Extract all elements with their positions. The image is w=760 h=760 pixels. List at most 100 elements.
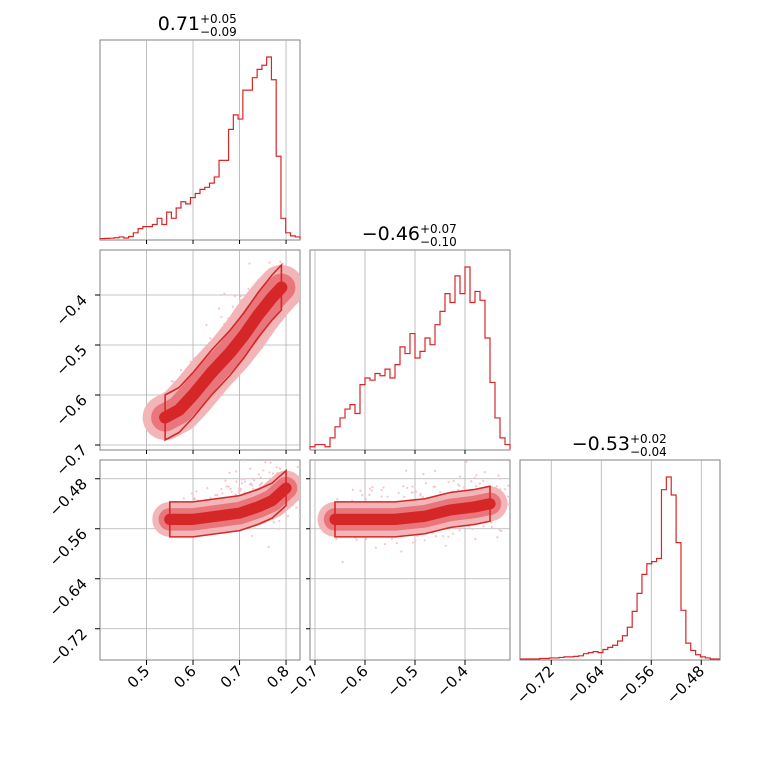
y-tick-label-p2: −0.7 xyxy=(52,441,90,479)
scatter-point xyxy=(434,535,437,538)
scatter-point xyxy=(251,477,254,480)
scatter-point xyxy=(439,490,442,494)
scatter-point xyxy=(380,495,383,498)
scatter-point xyxy=(233,295,237,298)
scatter-point xyxy=(267,545,270,549)
scatter-point xyxy=(364,497,368,501)
scatter-point xyxy=(209,337,212,340)
scatter-point xyxy=(509,521,510,523)
scatter-point xyxy=(182,497,185,500)
scatter-point xyxy=(225,485,228,488)
y-tick-label-p2: −0.4 xyxy=(52,291,90,329)
scatter-point xyxy=(147,456,149,458)
scatter-point xyxy=(474,485,478,488)
scatter-point xyxy=(235,480,238,483)
scatter-point xyxy=(405,469,408,472)
scatter-point xyxy=(513,489,515,491)
title-p2-value: −0.46 xyxy=(362,223,420,245)
y-tick-label-p3: −0.64 xyxy=(46,575,91,620)
density-band-core xyxy=(164,482,292,525)
scatter-point xyxy=(371,486,374,489)
scatter-point xyxy=(252,479,256,482)
scatter-point xyxy=(507,503,510,506)
scatter-point xyxy=(470,480,473,483)
scatter-point xyxy=(251,484,254,487)
scatter-point xyxy=(258,484,261,487)
scatter-point xyxy=(279,260,282,263)
scatter-point xyxy=(263,457,265,459)
scatter-point xyxy=(242,294,245,297)
scatter-point xyxy=(473,476,476,479)
axis-ticks: 0.5 0.6 0.7 0.8−0.7 −0.6 −0.5 −0.4 −0.72 −0.64 −0… xyxy=(46,240,708,707)
scatter-point xyxy=(237,489,240,492)
scatter-point xyxy=(237,491,241,494)
scatter-point xyxy=(458,484,461,487)
scatter-point xyxy=(419,492,422,495)
scatter-point xyxy=(221,492,224,495)
scatter-point xyxy=(170,379,173,383)
scatter-point xyxy=(482,446,484,448)
scatter-point xyxy=(433,485,437,488)
scatter-point xyxy=(215,494,219,497)
histograms xyxy=(99,56,720,660)
panel-2d-p2-p3 xyxy=(309,459,511,661)
scatter-point xyxy=(406,486,409,489)
scatter-point xyxy=(247,287,250,290)
x-tick-label-p3: −0.56 xyxy=(613,662,658,707)
scatter-point xyxy=(496,536,499,539)
density-band-core xyxy=(329,498,496,525)
scatter-point xyxy=(240,478,243,481)
scatter-point xyxy=(421,496,424,499)
scatter-point xyxy=(217,307,221,310)
title-p1-minus: −0.09 xyxy=(200,25,237,39)
scatter-point xyxy=(336,498,339,501)
title-p1-value: 0.71 xyxy=(158,13,200,35)
scatter-point xyxy=(190,492,194,495)
scatter-point xyxy=(295,506,298,509)
scatter-point xyxy=(275,466,278,469)
scatter-point xyxy=(483,470,486,474)
scatter-point xyxy=(478,482,482,485)
scatter-point xyxy=(442,534,445,538)
scatter-point xyxy=(471,527,474,531)
scatter-point xyxy=(462,486,466,489)
scatter-point xyxy=(490,525,494,529)
scatter-point xyxy=(447,480,450,484)
scatter-point xyxy=(257,473,261,476)
scatter-point xyxy=(382,486,385,489)
x-tick-label-p3: −0.48 xyxy=(663,662,708,707)
scatter-point xyxy=(234,493,237,496)
panel-hist-p2 xyxy=(309,249,511,451)
scatter-point xyxy=(402,484,405,488)
scatter-point xyxy=(239,489,242,492)
scatter-point xyxy=(335,537,338,541)
scatter-point xyxy=(474,537,477,541)
scatter-point xyxy=(235,470,238,473)
scatter-point xyxy=(286,514,290,518)
scatter-point xyxy=(400,550,403,553)
scatter-point xyxy=(264,461,267,464)
scatter-point xyxy=(262,469,265,472)
scatter-point xyxy=(278,520,281,523)
scatter-point xyxy=(423,539,426,542)
y-tick-label-p2: −0.5 xyxy=(52,341,90,379)
histogram-p2 xyxy=(309,266,511,449)
scatter-point xyxy=(271,472,275,475)
title-p3-value: −0.53 xyxy=(572,433,630,455)
x-tick-label-p2: −0.7 xyxy=(283,662,321,700)
density-band-core xyxy=(159,281,288,424)
scatter-point xyxy=(359,489,362,492)
scatter-point xyxy=(465,460,468,463)
scatter-point xyxy=(498,529,501,532)
panel-2d-p1-p2 xyxy=(99,249,301,451)
scatter-point xyxy=(259,476,262,479)
scatter-point xyxy=(277,527,281,530)
scatter-point xyxy=(243,480,247,483)
title-p3-minus: −0.04 xyxy=(630,445,667,459)
scatter-point xyxy=(503,488,507,491)
scatter-point xyxy=(227,485,230,488)
scatter-point xyxy=(456,483,460,486)
scatter-point xyxy=(281,262,285,265)
title-p2-plus: +0.07 xyxy=(420,222,457,236)
y-tick-label-p3: −0.72 xyxy=(46,625,91,670)
